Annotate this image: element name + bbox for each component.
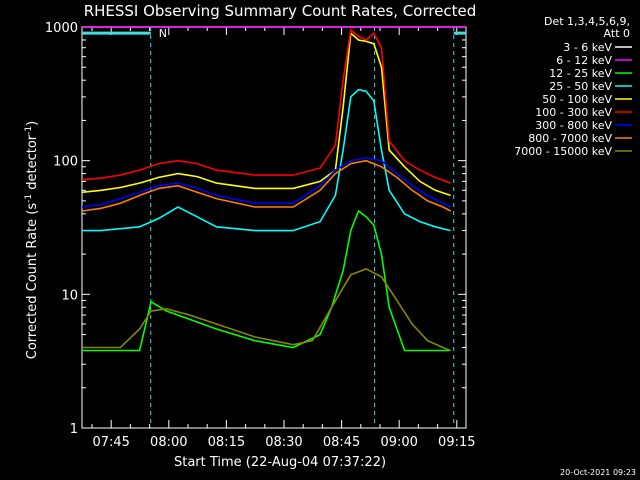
x-tick-label: 08:45 xyxy=(323,435,360,450)
legend-header: Det 1,3,4,5,6,9, xyxy=(544,15,630,28)
series-line xyxy=(82,88,451,232)
x-tick-label: 09:15 xyxy=(438,435,475,450)
y-tick-label: 10 xyxy=(61,288,78,303)
series-line xyxy=(81,28,451,184)
x-tick-label: 09:00 xyxy=(380,435,417,450)
series-line xyxy=(81,159,451,212)
x-tick-label: 08:00 xyxy=(150,435,187,450)
timestamp: 20-Oct-2021 09:23 xyxy=(560,468,636,477)
legend-entry: 6 - 12 keV xyxy=(556,54,612,67)
legend-entry: 800 - 7000 keV xyxy=(528,132,612,145)
x-tick-label: 07:45 xyxy=(92,435,129,450)
x-tick-label: 08:30 xyxy=(265,435,302,450)
series-line xyxy=(81,156,451,208)
y-tick-label: 100 xyxy=(53,155,78,170)
chart-title: RHESSI Observing Summary Count Rates, Co… xyxy=(84,2,477,20)
legend-header: Att 0 xyxy=(604,27,630,40)
x-axis-label: Start Time (22-Aug-04 07:37:22) xyxy=(174,455,386,470)
series-line xyxy=(82,209,451,352)
y-tick-label: 1 xyxy=(70,422,78,437)
y-tick-label: 1000 xyxy=(45,21,78,36)
series-line xyxy=(82,268,451,352)
legend-entry: 12 - 25 keV xyxy=(549,67,612,80)
x-tick-label: 08:15 xyxy=(208,435,245,450)
plot-area: 1 10 100 1000 07:45 08:00 08:15 08:30 08:45 09:00… xyxy=(45,21,476,450)
night-marker-label: N xyxy=(159,27,167,40)
legend-entry: 100 - 300 keV xyxy=(535,106,612,119)
legend-entry: 300 - 800 keV xyxy=(535,119,612,132)
legend-entry: 50 - 100 keV xyxy=(542,93,612,106)
legend-entry: 25 - 50 keV xyxy=(549,80,612,93)
legend-entry: 3 - 6 keV xyxy=(563,41,612,54)
legend-entry: 7000 - 15000 keV xyxy=(514,145,612,158)
y-axis-label: Corrected Count Rate (s-1 detector-1) xyxy=(24,121,40,359)
